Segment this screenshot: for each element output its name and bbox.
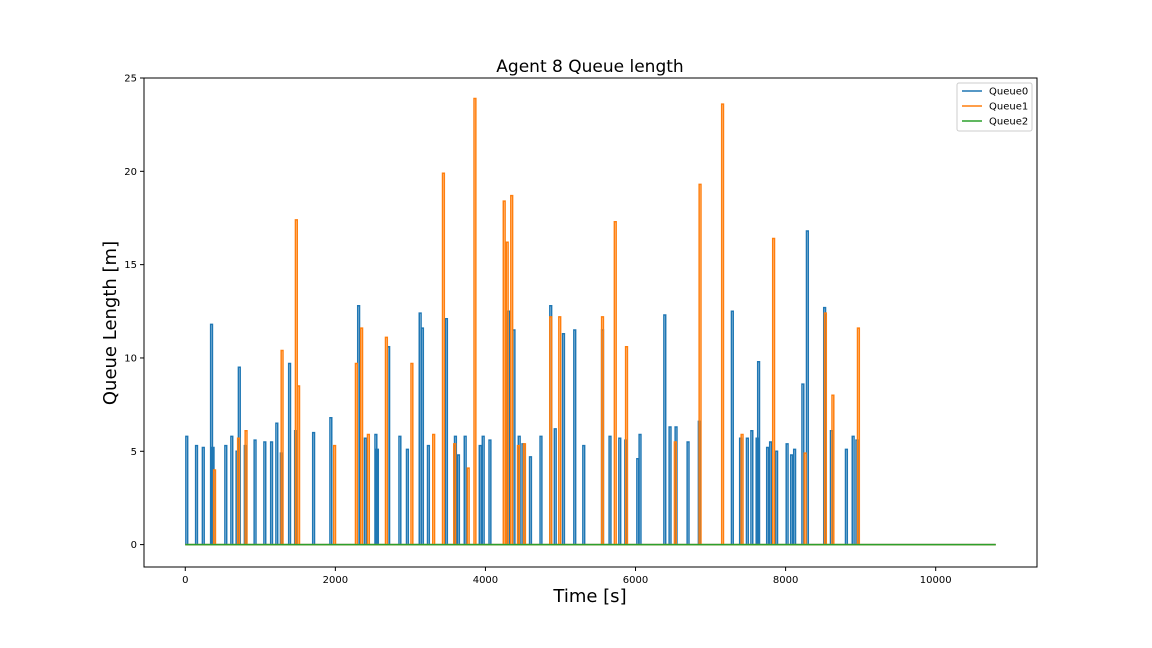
y-tick-label: 5 — [131, 447, 137, 458]
x-tick-label: 8000 — [773, 575, 798, 586]
x-tick-label: 4000 — [473, 575, 498, 586]
x-tick-label: 0 — [182, 575, 188, 586]
legend-box — [956, 82, 1033, 132]
y-axis-label: Queue Length [m] — [100, 241, 121, 405]
x-axis-label: Time [s] — [552, 586, 626, 607]
legend-label-queue2: Queue2 — [989, 117, 1028, 128]
x-tick-label: 6000 — [623, 575, 648, 586]
x-tick-label: 2000 — [323, 575, 348, 586]
y-tick-label: 15 — [124, 260, 137, 271]
chart-title: Agent 8 Queue length — [496, 57, 683, 77]
y-tick-label: 20 — [124, 167, 137, 178]
series-line-queue0 — [185, 230, 996, 546]
plot-frame — [143, 77, 1038, 568]
y-ticks: 0 5 10 15 20 25 — [124, 74, 144, 551]
y-tick-label: 10 — [124, 353, 137, 364]
series-layer — [185, 97, 996, 546]
y-tick-label: 0 — [131, 540, 137, 551]
y-tick-label: 25 — [124, 74, 137, 85]
x-ticks: 0 2000 4000 6000 8000 10000 — [182, 567, 952, 586]
legend-label-queue1: Queue1 — [989, 102, 1028, 113]
legend: Queue0 Queue1 Queue2 — [956, 82, 1033, 132]
x-tick-label: 10000 — [920, 575, 952, 586]
legend-label-queue0: Queue0 — [989, 87, 1028, 98]
